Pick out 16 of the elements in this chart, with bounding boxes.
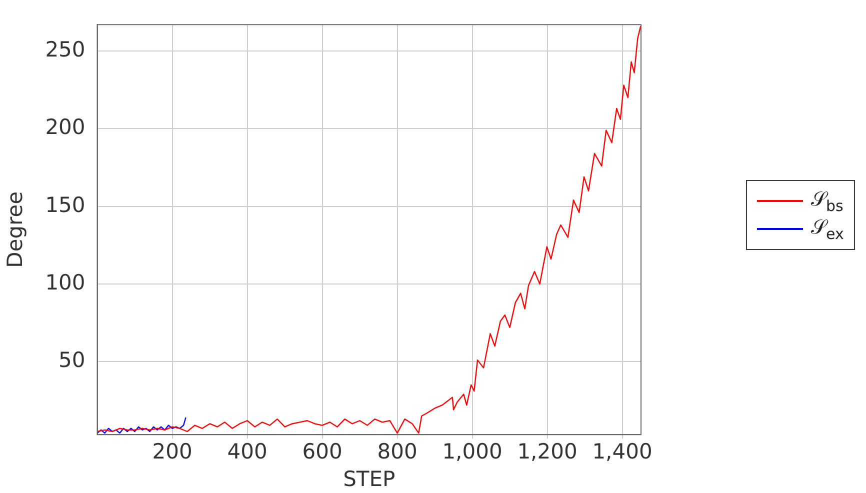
y-tick-label: 50 <box>58 348 86 372</box>
x-tick-label: 1,200 <box>517 440 578 464</box>
x-tick-label: 800 <box>377 440 418 464</box>
x-tick-label: 1,000 <box>442 440 502 464</box>
legend-label: 𝒮$_{bs}$ <box>811 187 844 215</box>
y-axis-title: Degree <box>3 191 28 268</box>
x-axis-title: STEP <box>343 466 396 491</box>
x-tick-label: 400 <box>227 440 268 464</box>
y-tick-label: 100 <box>45 270 86 294</box>
x-tick-label: 200 <box>152 440 192 464</box>
y-tick-label: 250 <box>45 37 86 62</box>
x-tick-label: 1,400 <box>592 440 652 464</box>
x-tick-label: 600 <box>302 440 342 464</box>
y-tick-label: 150 <box>45 192 86 217</box>
legend-label: 𝒮$_{ex}$ <box>811 215 844 243</box>
y-tick-label: 200 <box>45 115 86 140</box>
